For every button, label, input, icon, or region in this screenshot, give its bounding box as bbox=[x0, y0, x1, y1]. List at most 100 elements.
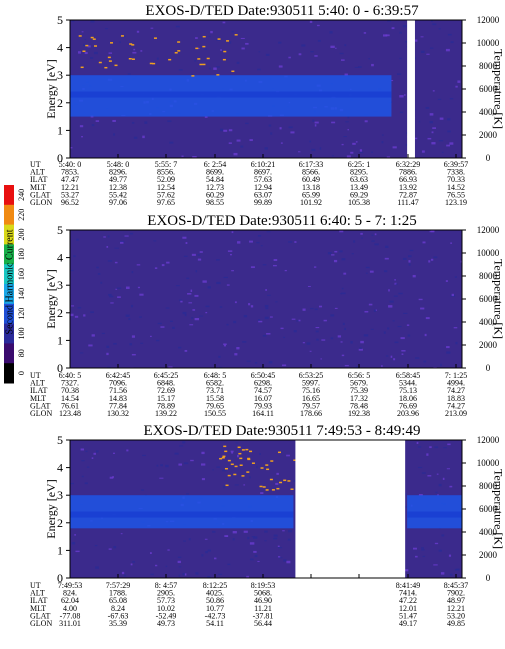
y-tick-label: 0 bbox=[57, 361, 63, 375]
y2-tick-label: 6000 bbox=[479, 504, 498, 514]
noise-speckle bbox=[307, 285, 311, 287]
noise-speckle bbox=[264, 316, 269, 320]
chart-title: EXOS-D/TED Date:930511 7:49:53 - 8:49:49 bbox=[144, 423, 421, 439]
noise-speckle bbox=[449, 98, 454, 100]
noise-speckle bbox=[363, 334, 369, 337]
noise-speckle bbox=[288, 56, 291, 59]
noise-speckle bbox=[70, 313, 74, 317]
intensity-band-core bbox=[70, 91, 392, 98]
table-cell: 98.55 bbox=[206, 198, 224, 207]
y-tick-label: 1 bbox=[57, 543, 63, 557]
data-dot bbox=[241, 449, 245, 451]
noise-speckle bbox=[268, 124, 272, 127]
table-cell: 6:10:21 bbox=[251, 160, 275, 169]
noise-speckle bbox=[273, 537, 278, 540]
noise-speckle bbox=[200, 463, 206, 466]
table-cell: 150.55 bbox=[204, 409, 226, 418]
table-cell: 6:53:25 bbox=[299, 371, 323, 380]
table-cell: 8:19:53 bbox=[251, 581, 275, 590]
data-dot bbox=[233, 473, 237, 476]
table-cell: 49.77 bbox=[109, 175, 127, 184]
noise-speckle bbox=[181, 155, 184, 157]
noise-speckle bbox=[149, 552, 152, 555]
chart-panel-2: EXOS-D/TED Date:930511 6:40: 5 - 7: 1:25… bbox=[30, 213, 505, 418]
noise-speckle bbox=[374, 233, 377, 236]
noise-speckle bbox=[441, 534, 445, 537]
noise-speckle bbox=[216, 466, 221, 468]
noise-speckle bbox=[397, 73, 402, 75]
noise-speckle bbox=[309, 350, 312, 352]
noise-speckle bbox=[309, 140, 312, 143]
noise-speckle bbox=[194, 60, 197, 62]
table-cell: 213.09 bbox=[445, 409, 467, 418]
table-cell: 63.07 bbox=[254, 190, 272, 199]
noise-speckle bbox=[231, 30, 234, 33]
table-cell: 2905. bbox=[157, 589, 175, 598]
table-cell: 50.86 bbox=[206, 596, 224, 605]
table-cell: 6298. bbox=[254, 379, 272, 388]
noise-speckle bbox=[160, 464, 163, 467]
table-cell: 5:40: 0 bbox=[59, 160, 81, 169]
table-cell: 49.85 bbox=[447, 619, 465, 628]
noise-speckle bbox=[368, 58, 370, 60]
noise-speckle bbox=[264, 147, 268, 150]
noise-speckle bbox=[417, 446, 422, 448]
noise-speckle bbox=[429, 47, 434, 49]
noise-speckle bbox=[426, 53, 430, 55]
noise-speckle bbox=[119, 41, 121, 44]
noise-speckle bbox=[433, 564, 438, 566]
noise-speckle bbox=[266, 231, 271, 233]
data-dot bbox=[80, 66, 84, 69]
table-cell: 8: 4:57 bbox=[155, 581, 177, 590]
noise-speckle bbox=[249, 542, 255, 545]
data-dot bbox=[219, 457, 223, 460]
data-dot bbox=[238, 452, 242, 455]
noise-speckle bbox=[225, 535, 229, 537]
noise-speckle bbox=[265, 53, 270, 56]
noise-speckle bbox=[439, 117, 444, 120]
data-dot bbox=[131, 58, 135, 60]
table-row-label: GLON bbox=[30, 619, 52, 628]
data-dot bbox=[78, 35, 82, 37]
noise-speckle bbox=[275, 482, 279, 485]
noise-speckle bbox=[197, 258, 202, 261]
noise-speckle bbox=[202, 280, 207, 283]
table-cell: 97.65 bbox=[157, 198, 175, 207]
noise-speckle bbox=[245, 122, 249, 125]
data-dot bbox=[227, 474, 231, 477]
noise-speckle bbox=[201, 554, 204, 557]
noise-speckle bbox=[188, 538, 191, 541]
noise-speckle bbox=[77, 307, 82, 309]
noise-speckle bbox=[226, 284, 230, 286]
noise-speckle bbox=[177, 560, 181, 564]
noise-speckle bbox=[430, 258, 434, 261]
table-row-label: ALT bbox=[30, 589, 45, 598]
noise-speckle bbox=[346, 155, 351, 158]
table-cell: 6:48: 5 bbox=[204, 371, 226, 380]
noise-speckle bbox=[381, 134, 384, 136]
noise-speckle bbox=[390, 79, 394, 82]
y-tick-label: 0 bbox=[57, 151, 63, 165]
noise-speckle bbox=[251, 536, 255, 538]
noise-speckle bbox=[345, 121, 349, 123]
noise-speckle bbox=[178, 346, 182, 349]
noise-speckle bbox=[421, 547, 424, 549]
table-cell: -42.73 bbox=[205, 611, 226, 620]
noise-speckle bbox=[79, 352, 84, 354]
noise-speckle bbox=[121, 571, 125, 575]
noise-speckle bbox=[233, 320, 237, 324]
noise-speckle bbox=[351, 253, 354, 255]
y2-tick-label: 12000 bbox=[477, 435, 500, 445]
noise-speckle bbox=[422, 555, 426, 558]
noise-speckle bbox=[424, 333, 427, 337]
colorbar-tick-label: 160 bbox=[17, 268, 26, 280]
table-row-label: MLT bbox=[30, 604, 46, 613]
noise-speckle bbox=[212, 530, 216, 533]
data-dot bbox=[129, 43, 133, 45]
noise-speckle bbox=[412, 274, 416, 278]
noise-speckle bbox=[194, 317, 200, 321]
noise-speckle bbox=[184, 349, 188, 352]
table-cell: 111.47 bbox=[397, 198, 418, 207]
noise-speckle bbox=[298, 319, 301, 322]
data-dot bbox=[249, 450, 253, 453]
